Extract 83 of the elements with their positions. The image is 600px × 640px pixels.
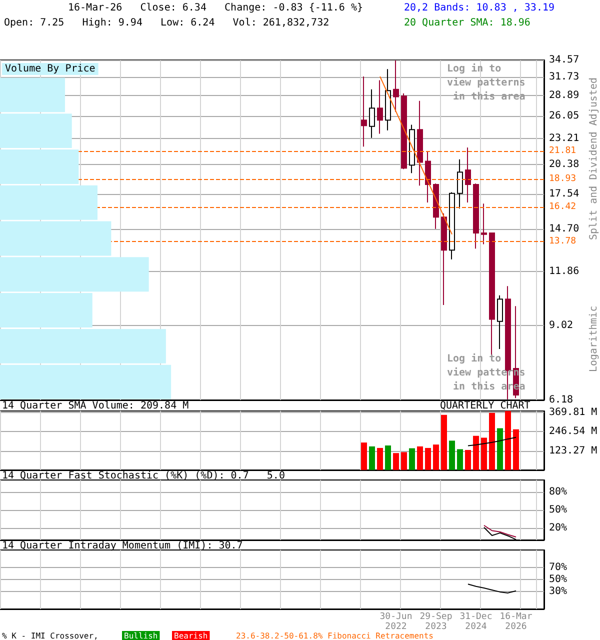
candlestick [473, 182, 479, 250]
candlestick [377, 80, 383, 134]
chart-subtitle: Open: 7.25 High: 9.94 Low: 6.24 Vol: 261,832,732 [4, 18, 330, 28]
candlestick [417, 100, 423, 186]
x-tick-label: 30-Jun 2022 [380, 612, 412, 632]
line-series [484, 524, 516, 538]
bar [497, 428, 503, 470]
bar [441, 414, 447, 470]
y-tick-label: 34.57 [549, 54, 580, 66]
bar [481, 438, 487, 470]
y-axis-title: Split and Dividend Adjusted [588, 77, 600, 240]
y-tick-label: 70% [549, 562, 568, 574]
chart-title: Volume By Price [5, 64, 96, 74]
candlestick [361, 76, 367, 148]
bar [409, 448, 415, 470]
text: Logarithmic [588, 306, 600, 372]
text: Bullish [124, 632, 158, 640]
candlestick [457, 158, 463, 209]
bar [513, 429, 519, 470]
text: 20,2 Bands: 10.83 , 33.19 [404, 2, 555, 14]
x-tick-label: 16-Mar 2026 [500, 612, 533, 632]
text: Bearish [174, 632, 208, 640]
candlestick [409, 124, 415, 174]
bar [417, 446, 423, 470]
bar [385, 445, 391, 470]
candlestick [425, 150, 431, 204]
y-tick-label: 31.73 [549, 71, 580, 82]
bar [505, 411, 511, 470]
bar [433, 444, 439, 470]
bar [425, 448, 431, 470]
y-tick-label: 50% [549, 504, 568, 516]
chart-title: 14 Quarter Fast Stochastic (%K) (%D): 0.7 5.0 [2, 470, 285, 482]
text: % K - IMI Crossover, [2, 632, 98, 640]
y-tick-label: 123.27 M [549, 445, 598, 456]
y-tick-label: 11.86 [549, 266, 580, 277]
bar [449, 440, 455, 470]
y-tick-label: 50% [549, 574, 568, 585]
candlestick [449, 192, 455, 260]
ref-line-label: 21.81 [549, 146, 576, 156]
chart-title: 16-Mar-26 Close: 6.34 Change: -0.83 {-11.6 %} [68, 2, 364, 14]
y-tick-label: 6.18 [549, 394, 574, 406]
ref-line-label: 18.93 [549, 174, 576, 184]
candlestick [497, 294, 503, 350]
y-tick-label: 14.70 [549, 223, 580, 234]
y-tick-label: 17.54 [549, 188, 580, 200]
candlestick [433, 182, 439, 230]
candlestick [441, 212, 447, 306]
bar [401, 452, 407, 470]
bar [369, 446, 375, 470]
text: 23.6-38.2-50-61.8% Fibonacci Retracements [236, 632, 434, 640]
bar [465, 450, 471, 470]
candlestick [369, 88, 375, 138]
y-tick-label: 23.21 [549, 133, 580, 144]
y-tick-label: 80% [549, 486, 568, 498]
ref-line-label: 13.78 [549, 236, 576, 247]
line-series [468, 584, 516, 594]
bar [457, 449, 463, 470]
line-series [468, 436, 516, 446]
bar [393, 453, 399, 470]
candlestick [385, 68, 391, 131]
y-tick-label: 369.81 M [549, 407, 598, 418]
candlestick [393, 60, 399, 112]
y-tick-label: 20% [549, 522, 568, 534]
chart-title: 14 Quarter Intraday Momentum (IMI): 30.7 [2, 540, 243, 552]
bar [377, 448, 383, 470]
bar [473, 436, 479, 470]
candlestick [465, 146, 471, 204]
y-tick-label: 26.05 [549, 110, 580, 122]
bar [361, 442, 367, 470]
y-tick-label: 9.02 [549, 320, 574, 331]
y-tick-label: 28.89 [549, 90, 580, 101]
y-tick-label: 20.38 [549, 158, 580, 170]
chart-title: 14 Quarter SMA Volume: 209.84 M [2, 400, 189, 412]
x-tick-label: 29-Sep 2023 [420, 612, 452, 632]
y-tick-label: 30% [549, 586, 568, 597]
candlestick [481, 203, 487, 245]
y-tick-label: 246.54 M [549, 426, 598, 438]
candlestick [401, 92, 407, 170]
x-tick-label: 31-Dec 2024 [460, 612, 492, 632]
bar [489, 412, 495, 470]
text: 20 Quarter SMA: 18.96 [404, 18, 530, 28]
annotation: QUARTERLY CHART [440, 400, 530, 412]
ref-line-label: 16.42 [549, 202, 576, 212]
